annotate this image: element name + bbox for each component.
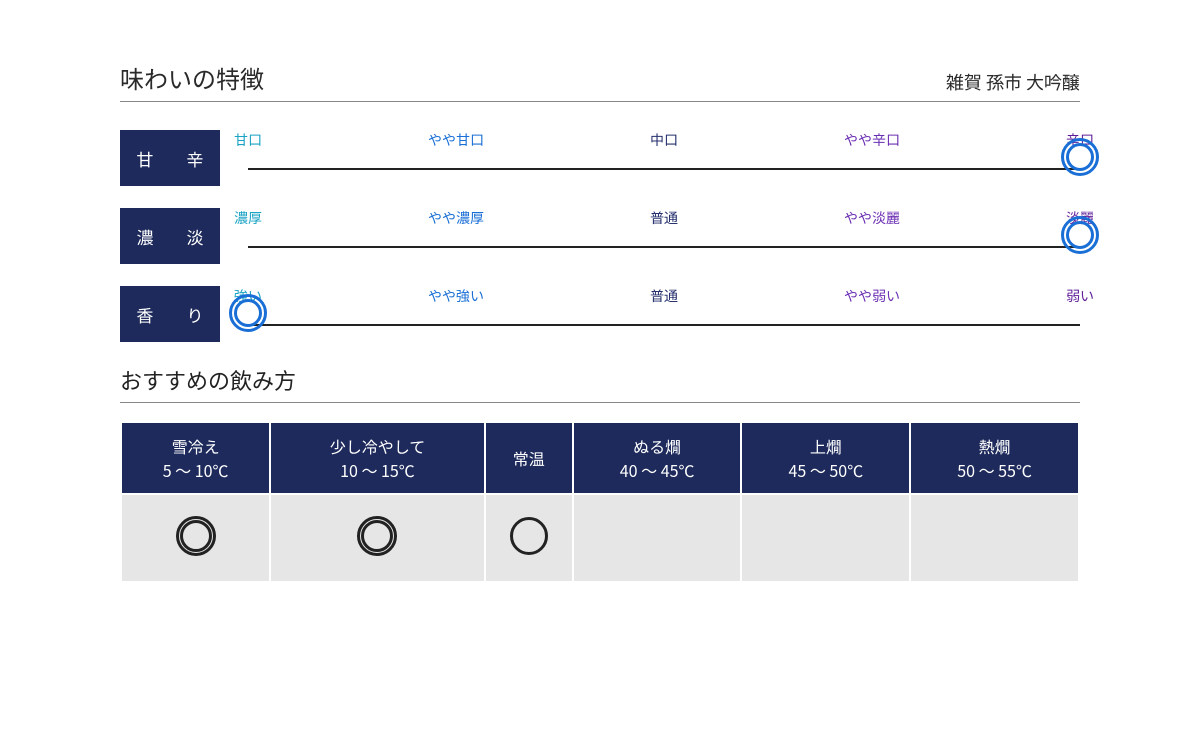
scale-point-label: 普通 [624,208,704,228]
serving-mark-cell [270,494,485,582]
scale-point-label: 弱い [1040,286,1120,306]
serving-label-line1: 常温 [513,446,545,470]
scale-point-label: やや淡麗 [832,208,912,228]
scale-point: やや濃厚 [416,208,496,234]
scale-point: やや辛口 [832,130,912,156]
serving-header-cell: 常温 [485,422,573,494]
scale-point: 弱い [1040,286,1120,312]
serving-mark-cell [573,494,742,582]
header-row: 味わいの特徴 雑賀 孫市 大吟醸 [120,60,1080,102]
scale-point: やや甘口 [416,130,496,156]
scale-point: 普通 [624,208,704,234]
serving-header-cell: 上燗45 ～ 50℃ [741,422,910,494]
scale-point-label: 甘口 [208,130,288,150]
serving-mark-cell [910,494,1079,582]
serving-label-line1: ぬる燗 [633,434,681,458]
characteristic-row: 香 り強いやや強い普通やや弱い弱い [120,286,1080,342]
scale: 甘口やや甘口中口やや辛口辛口 [248,130,1080,186]
scale-points: 強いやや強い普通やや弱い弱い [248,286,1080,342]
section-title: 味わいの特徴 [120,60,264,95]
scale-point: やや強い [416,286,496,312]
serving-header-cell: ぬる燗40 ～ 45℃ [573,422,742,494]
serving-mark-cell [741,494,910,582]
scale-points: 甘口やや甘口中口やや辛口辛口 [248,130,1080,186]
product-name: 雑賀 孫市 大吟醸 [946,69,1080,95]
serving-label-line1: 少し冷やして [330,434,426,458]
scale-point: 濃厚 [208,208,288,234]
scale: 濃厚やや濃厚普通やや淡麗淡麗 [248,208,1080,264]
scale-point: やや弱い [832,286,912,312]
serving-table-body-row [121,494,1079,582]
scale-point: 淡麗 [1040,208,1120,234]
serving-header-cell: 熱燗50 ～ 55℃ [910,422,1079,494]
scale-point-label: やや強い [416,286,496,306]
serving-label-line2: 10 ～ 15℃ [340,458,415,482]
characteristic-row: 濃 淡濃厚やや濃厚普通やや淡麗淡麗 [120,208,1080,264]
serving-mark-cell [485,494,573,582]
serving-label-line2: 5 ～ 10℃ [163,458,229,482]
scale-points: 濃厚やや濃厚普通やや淡麗淡麗 [248,208,1080,264]
scale-point: 中口 [624,130,704,156]
double-circle-icon [357,516,397,556]
serving-table: 雪冷え5 ～ 10℃少し冷やして10 ～ 15℃常温ぬる燗40 ～ 45℃上燗4… [120,421,1080,583]
serving-label-line2: 45 ～ 50℃ [789,458,864,482]
serving-label-line1: 熱燗 [979,434,1011,458]
serving-label-line2: 50 ～ 55℃ [957,458,1032,482]
serving-title: おすすめの飲み方 [120,364,1080,403]
serving-header-cell: 雪冷え5 ～ 10℃ [121,422,270,494]
scale-point: 強い [208,286,288,312]
scale-point-label: やや弱い [832,286,912,306]
serving-label-line1: 雪冷え [172,434,220,458]
characteristic-label: 甘 辛 [120,130,220,186]
characteristic-label: 香 り [120,286,220,342]
scale-point-label: 濃厚 [208,208,288,228]
characteristic-row: 甘 辛甘口やや甘口中口やや辛口辛口 [120,130,1080,186]
serving-table-head-row: 雪冷え5 ～ 10℃少し冷やして10 ～ 15℃常温ぬる燗40 ～ 45℃上燗4… [121,422,1079,494]
serving-label-line1: 上燗 [810,434,842,458]
scale-point-label: やや濃厚 [416,208,496,228]
scale-point-label: 中口 [624,130,704,150]
double-circle-icon [176,516,216,556]
scale-point: 普通 [624,286,704,312]
serving-header-cell: 少し冷やして10 ～ 15℃ [270,422,485,494]
characteristic-label: 濃 淡 [120,208,220,264]
serving-mark-cell [121,494,270,582]
scale: 強いやや強い普通やや弱い弱い [248,286,1080,342]
circle-icon [510,517,548,555]
serving-label-line2: 40 ～ 45℃ [620,458,695,482]
scale-point-label: 普通 [624,286,704,306]
scale-point-label: やや辛口 [832,130,912,150]
scale-point: 辛口 [1040,130,1120,156]
scale-point-label: やや甘口 [416,130,496,150]
scale-point: 甘口 [208,130,288,156]
characteristics-block: 甘 辛甘口やや甘口中口やや辛口辛口濃 淡濃厚やや濃厚普通やや淡麗淡麗香 り強いや… [120,130,1080,342]
scale-point: やや淡麗 [832,208,912,234]
